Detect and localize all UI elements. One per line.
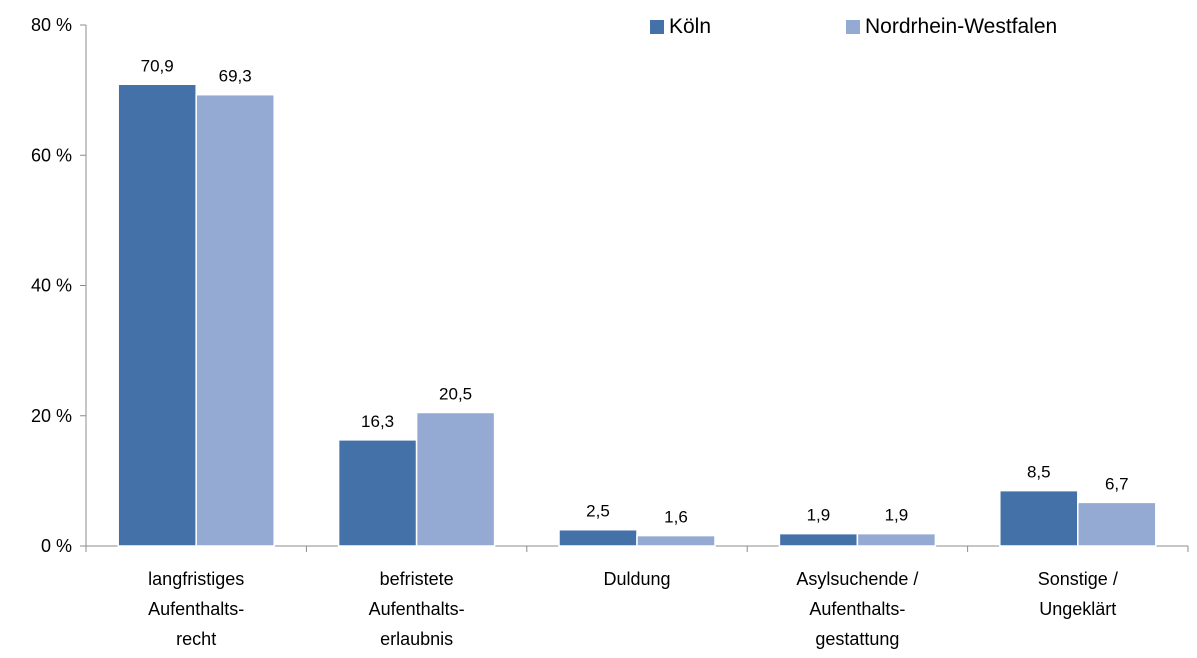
x-category-label-line: gestattung <box>815 629 899 649</box>
legend-label: Köln <box>669 15 711 38</box>
bar-koeln <box>778 532 859 547</box>
x-category-label-line: Aufenthalts- <box>369 599 465 619</box>
y-tick-label: 40 % <box>31 276 72 296</box>
x-category-label-line: befristete <box>380 569 454 589</box>
bar-koeln <box>558 528 638 547</box>
bar-koeln <box>337 439 418 547</box>
y-tick-label: 80 % <box>31 15 72 35</box>
data-label: 2,5 <box>586 502 610 521</box>
x-category-label-line: Ungeklärt <box>1039 599 1116 619</box>
x-category-label: Asylsuchende / Aufenthalts-gestattung <box>796 569 918 649</box>
legend: Köln Nordrhein-Westfalen <box>650 15 1057 38</box>
bar-koeln <box>999 489 1079 547</box>
x-category-label-line: erlaubnis <box>380 629 453 649</box>
legend-swatch <box>650 20 664 34</box>
x-category-label-line: Duldung <box>603 569 670 589</box>
bar-nrw <box>195 93 275 547</box>
y-tick-label: 0 % <box>41 536 72 556</box>
data-label: 1,6 <box>664 508 688 527</box>
data-label: 69,3 <box>219 67 252 86</box>
data-label: 16,3 <box>361 412 394 431</box>
x-category-label-line: langfristiges <box>148 569 244 589</box>
data-label: 70,9 <box>141 56 174 75</box>
x-category-label: Duldung <box>603 569 670 589</box>
x-category-label-line: Asylsuchende / <box>796 569 918 589</box>
x-category-label-line: Aufenthalts- <box>148 599 244 619</box>
y-tick-label: 60 % <box>31 145 72 165</box>
data-label: 6,7 <box>1105 474 1129 493</box>
labels: 70,9 69,3 langfristiges Aufenthalts-recht 16… <box>141 56 1129 649</box>
x-category-label: befristete Aufenthalts-erlaubnis <box>369 569 465 649</box>
x-category-label-line: Aufenthalts- <box>809 599 905 619</box>
x-category-label: Sonstige / Ungeklärt <box>1038 569 1118 619</box>
legend-swatch <box>846 20 860 34</box>
bar-nrw <box>415 411 496 547</box>
bar-nrw <box>856 532 937 547</box>
bars <box>117 83 1157 547</box>
data-label: 20,5 <box>439 384 472 403</box>
data-label: 8,5 <box>1027 463 1051 482</box>
data-label: 1,9 <box>807 506 831 525</box>
data-label: 1,9 <box>885 506 909 525</box>
bar-nrw <box>1077 501 1157 547</box>
x-category-label-line: Sonstige / <box>1038 569 1118 589</box>
x-category-label: langfristiges Aufenthalts-recht <box>148 569 244 649</box>
legend-label: Nordrhein-Westfalen <box>865 15 1057 38</box>
bar-koeln <box>117 83 197 547</box>
x-category-label-line: recht <box>176 629 216 649</box>
bar-nrw <box>636 534 716 547</box>
y-tick-label: 20 % <box>31 406 72 426</box>
